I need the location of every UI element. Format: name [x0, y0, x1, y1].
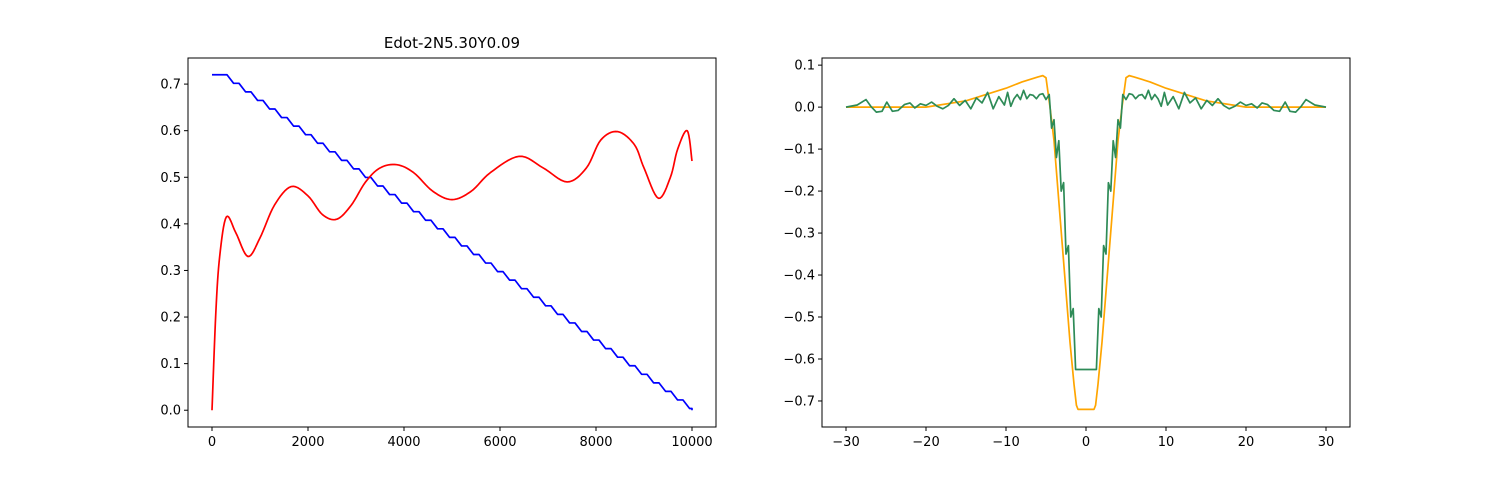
right-y-tick-label: −0.6 [783, 352, 815, 367]
right-x-tick-label: 0 [1082, 435, 1090, 450]
left-series-0-line [212, 73, 693, 411]
right-chart-lines [845, 74, 1327, 411]
right-y-tick-label: −0.3 [783, 227, 815, 242]
left-chart-panel: Edot-2N5.30Y0.09 0 2000 4000 6000 8000 100000… [160, 34, 717, 450]
left-y-tick-label: 0.3 [160, 264, 181, 279]
left-y-tick-label: 0.0 [160, 404, 181, 419]
right-chart-panel: −30 −20 −10 0 10 20 30 0.1 0.0 −0.1 −0.2 −0.3 −0.4 −0… [783, 57, 1351, 450]
left-chart-ticks: 0 2000 4000 6000 8000 10000 0.0 0.1 0.2 0.3 0.4 0.5… [160, 78, 712, 450]
right-x-tick-label: −20 [912, 435, 939, 450]
left-y-tick-label: 0.7 [160, 78, 181, 93]
right-x-tick-label: −10 [992, 435, 1019, 450]
left-x-tick-label: 2000 [291, 435, 324, 450]
right-y-tick-label: 0.1 [794, 59, 815, 74]
left-x-tick-label: 6000 [483, 435, 516, 450]
left-x-tick-label: 8000 [579, 435, 612, 450]
left-axes-frame [187, 57, 717, 428]
left-x-tick-label: 0 [208, 435, 216, 450]
right-y-tick-label: −0.4 [783, 269, 815, 284]
left-chart-lines [211, 73, 693, 411]
left-y-tick-label: 0.2 [160, 311, 181, 326]
right-y-tick-label: −0.5 [783, 311, 815, 326]
right-x-tick-label: −30 [832, 435, 859, 450]
right-y-tick-label: −0.7 [783, 394, 815, 409]
right-y-tick-label: −0.1 [783, 143, 815, 158]
left-x-tick-label: 10000 [671, 435, 712, 450]
right-y-tick-label: 0.0 [794, 101, 815, 116]
right-x-tick-label: 30 [1318, 435, 1335, 450]
left-chart-title: Edot-2N5.30Y0.09 [384, 34, 520, 52]
right-x-tick-label: 20 [1238, 435, 1255, 450]
left-y-tick-label: 0.4 [160, 217, 181, 232]
right-x-tick-label: 10 [1158, 435, 1175, 450]
right-series-1-line [845, 89, 1327, 371]
left-series-1-line [211, 129, 693, 411]
left-y-tick-label: 0.1 [160, 357, 181, 372]
left-x-tick-label: 4000 [387, 435, 420, 450]
left-y-tick-label: 0.5 [160, 171, 181, 186]
right-series-0-line [846, 74, 1326, 411]
right-chart-ticks: −30 −20 −10 0 10 20 30 0.1 0.0 −0.1 −0.2 −0.3 −0.4 −0… [783, 59, 1334, 450]
left-y-tick-label: 0.6 [160, 124, 181, 139]
right-y-tick-label: −0.2 [783, 185, 815, 200]
